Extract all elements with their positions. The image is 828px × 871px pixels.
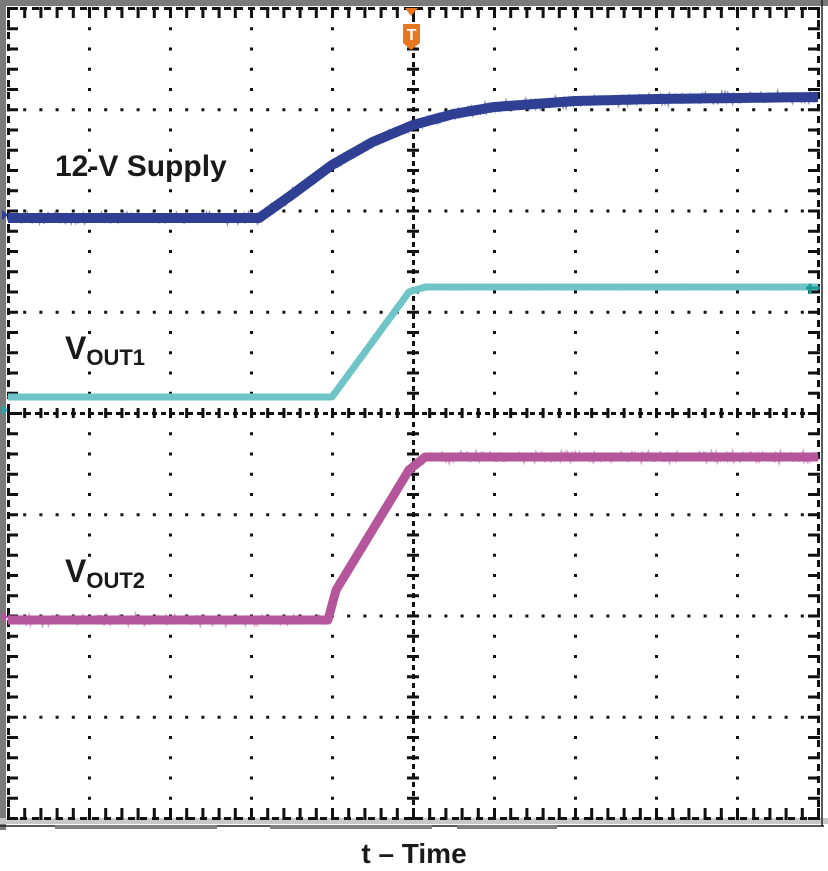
- plot-frame-top: [0, 0, 828, 6]
- x-axis-label: t – Time: [361, 838, 467, 869]
- vout1-label-main: V: [65, 330, 87, 366]
- trace-12-v-supply: [5, 92, 821, 223]
- vout2-label-main: V: [65, 553, 87, 589]
- ch1-ground-marker-icon: [2, 210, 8, 220]
- trigger-marker-icon: T: [403, 8, 420, 50]
- oscilloscope-plot: T: [0, 0, 828, 830]
- vout1-label: VOUT1: [65, 330, 146, 370]
- bottom-bar-2: [270, 825, 432, 829]
- ch3-ground-marker-icon: [2, 612, 8, 622]
- supply-label: 12-V Supply: [55, 150, 227, 183]
- plot-frame-bottom: [0, 818, 828, 824]
- vout1-label-sub: OUT1: [86, 345, 146, 370]
- traces: [5, 87, 821, 630]
- trace-vout1: [6, 283, 820, 401]
- ch2-ground-marker-icon: [2, 405, 8, 415]
- plot-frame-left: [0, 0, 6, 830]
- vout2-label: VOUT2: [65, 553, 146, 593]
- svg-text:T: T: [407, 27, 417, 44]
- trace-vout2: [5, 452, 821, 625]
- bottom-bar-1: [55, 825, 217, 829]
- bottom-bar-3: [457, 825, 557, 829]
- vout2-label-sub: OUT2: [86, 568, 146, 593]
- ch2-reference-marker-icon: [806, 284, 820, 294]
